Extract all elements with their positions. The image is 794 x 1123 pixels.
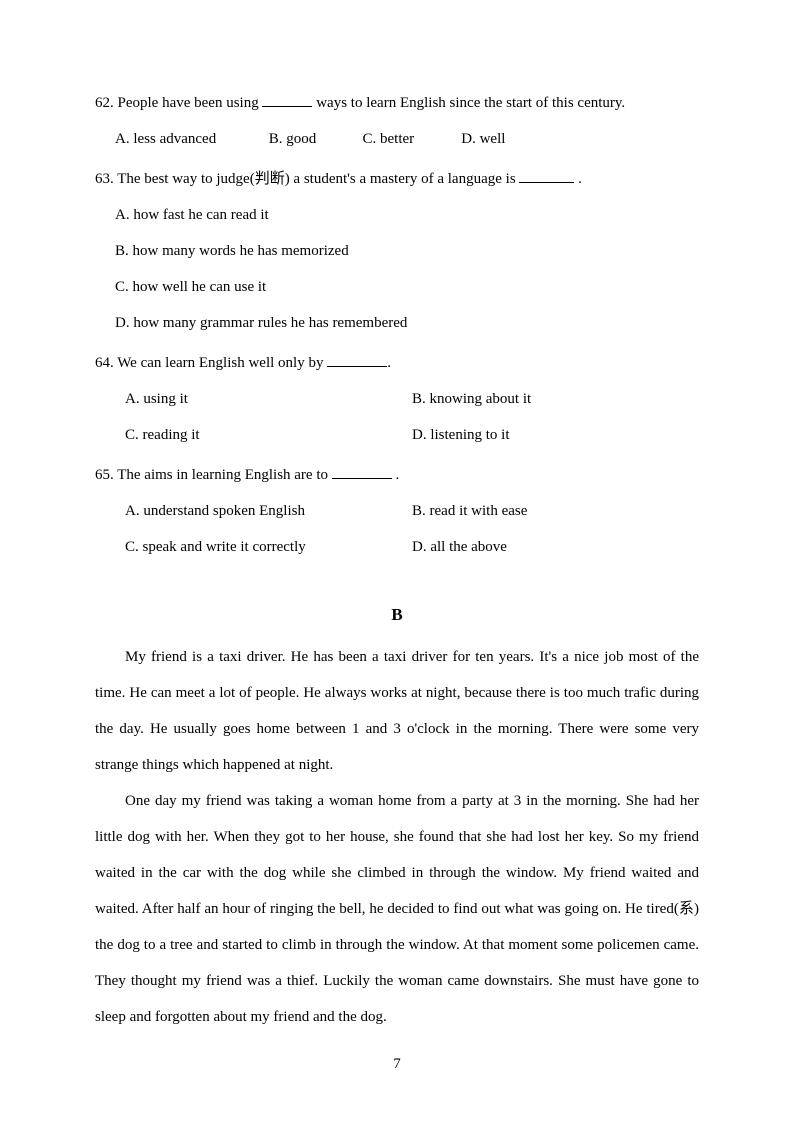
q63-after: . (574, 171, 582, 187)
options-row: C. reading it D. listening to it (95, 417, 699, 453)
question-62: 62. People have been using ways to learn… (95, 85, 699, 157)
question-text: 64. We can learn English well only by . (95, 345, 699, 381)
q63-before: 63. The best way to judge(判断) a student'… (95, 171, 519, 187)
option-c: C. better (363, 121, 458, 157)
passage-paragraph: My friend is a taxi driver. He has been … (95, 639, 699, 783)
options-row: A. less advanced B. good C. better D. we… (95, 121, 699, 157)
question-63: 63. The best way to judge(判断) a student'… (95, 161, 699, 341)
option-b: B. how many words he has memorized (95, 233, 699, 269)
option-a: A. understand spoken English (125, 493, 412, 529)
options-row: C. speak and write it correctly D. all t… (95, 529, 699, 565)
q65-before: 65. The aims in learning English are to (95, 467, 332, 483)
options-row: A. using it B. knowing about it (95, 381, 699, 417)
option-c: C. reading it (125, 417, 412, 453)
blank (262, 93, 312, 108)
option-b: B. knowing about it (412, 381, 699, 417)
option-a: A. less advanced (115, 121, 265, 157)
option-a: A. how fast he can read it (95, 197, 699, 233)
passage-b: My friend is a taxi driver. He has been … (95, 639, 699, 1035)
section-heading-b: B (95, 605, 699, 625)
question-text: 63. The best way to judge(判断) a student'… (95, 161, 699, 197)
option-d: D. listening to it (412, 417, 699, 453)
blank (519, 169, 574, 184)
passage-paragraph: One day my friend was taking a woman hom… (95, 783, 699, 1035)
option-a: A. using it (125, 381, 412, 417)
blank (327, 353, 387, 368)
question-65: 65. The aims in learning English are to … (95, 457, 699, 565)
question-64: 64. We can learn English well only by . … (95, 345, 699, 453)
option-c: C. how well he can use it (95, 269, 699, 305)
question-text: 65. The aims in learning English are to … (95, 457, 699, 493)
option-b: B. good (269, 121, 359, 157)
q65-after: . (392, 467, 400, 483)
option-b: B. read it with ease (412, 493, 699, 529)
q62-after: ways to learn English since the start of… (312, 95, 625, 111)
q62-before: 62. People have been using (95, 95, 262, 111)
blank (332, 465, 392, 480)
page: 62. People have been using ways to learn… (0, 0, 794, 1123)
q64-before: 64. We can learn English well only by (95, 355, 327, 371)
option-d: D. well (461, 121, 541, 157)
question-text: 62. People have been using ways to learn… (95, 85, 699, 121)
options-row: A. understand spoken English B. read it … (95, 493, 699, 529)
page-number: 7 (0, 1056, 794, 1073)
option-d: D. how many grammar rules he has remembe… (95, 305, 699, 341)
option-d: D. all the above (412, 529, 699, 565)
option-c: C. speak and write it correctly (125, 529, 412, 565)
q64-after: . (387, 355, 391, 371)
